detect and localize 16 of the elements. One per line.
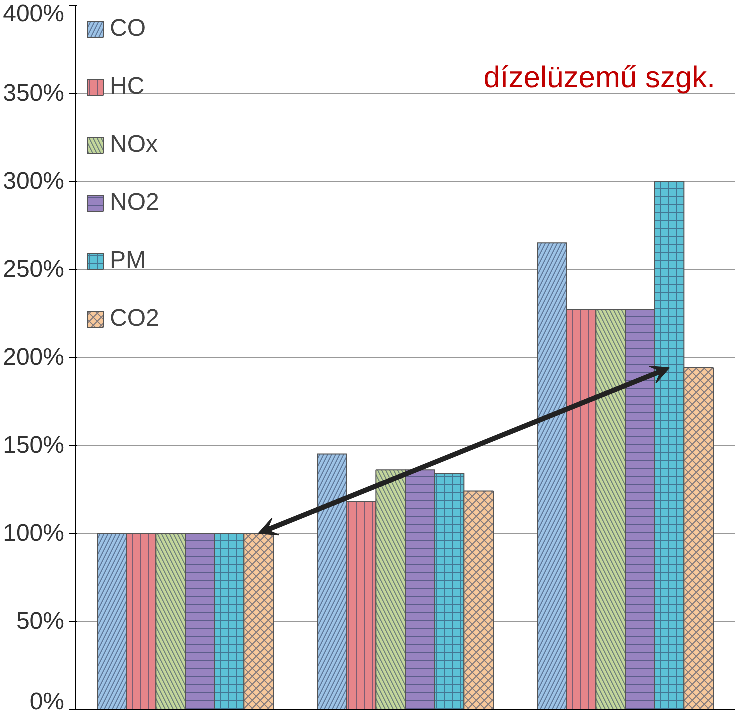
y-tick-label: 300% [3,168,65,195]
legend-label: HC [110,73,145,101]
legend-label: NO2 [110,189,160,217]
y-tick-label: 250% [3,256,65,283]
legend-label: PM [110,247,146,275]
y-tick-label: 400% [3,0,65,28]
annotation: dízelüzemű szgk. [484,62,716,94]
y-tick-label: 50% [16,608,65,635]
y-tick-label: 150% [3,432,65,459]
y-tick-label: 0% [30,688,64,716]
y-tick-label: 350% [3,80,65,107]
legend-label: CO [110,15,146,43]
y-tick-label: 100% [3,520,65,547]
legend-label: NOx [110,131,158,159]
y-tick-label: 200% [3,344,65,371]
legend-label: CO2 [110,305,160,333]
